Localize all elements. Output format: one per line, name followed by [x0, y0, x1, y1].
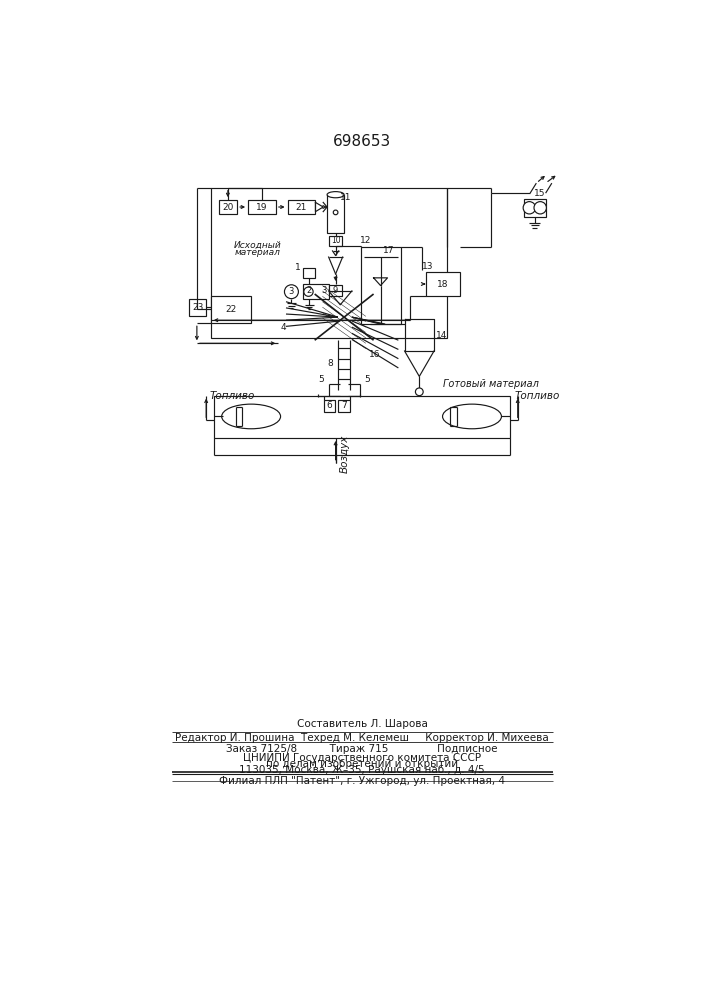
Text: 8: 8	[327, 359, 333, 368]
Text: 3: 3	[321, 286, 327, 295]
Circle shape	[284, 285, 298, 299]
Text: 6: 6	[327, 401, 332, 410]
Text: 1: 1	[295, 263, 300, 272]
Text: 12: 12	[360, 236, 371, 245]
Text: 23: 23	[192, 303, 204, 312]
Ellipse shape	[443, 404, 501, 429]
Text: 16: 16	[369, 350, 381, 359]
Text: 17: 17	[383, 246, 395, 255]
Circle shape	[416, 388, 423, 396]
Ellipse shape	[327, 192, 344, 198]
Bar	[329, 285, 341, 296]
Bar	[524, 199, 546, 217]
Bar	[211, 296, 251, 323]
Text: Топливо: Топливо	[209, 391, 255, 401]
Text: Готовый материал: Готовый материал	[443, 379, 539, 389]
Bar	[303, 268, 315, 278]
Text: 14: 14	[436, 331, 448, 340]
Text: Заказ 7125/8          Тираж 715               Подписное: Заказ 7125/8 Тираж 715 Подписное	[226, 744, 498, 754]
Text: Воздух: Воздух	[339, 434, 349, 473]
Circle shape	[523, 202, 535, 214]
Bar	[338, 400, 351, 412]
Text: 10: 10	[331, 236, 340, 245]
Text: 20: 20	[222, 203, 233, 212]
Text: 9: 9	[333, 286, 338, 295]
Bar	[361, 247, 402, 324]
Bar	[248, 200, 276, 214]
Bar	[426, 272, 460, 296]
Text: Топливо: Топливо	[515, 391, 560, 401]
Text: 4: 4	[281, 323, 286, 332]
Text: Составитель Л. Шарова: Составитель Л. Шарова	[296, 719, 428, 729]
Text: 19: 19	[256, 203, 268, 212]
Text: Филиал ПЛП "Патент", г. Ужгород, ул. Проектная, 4: Филиал ПЛП "Патент", г. Ужгород, ул. Про…	[219, 776, 505, 786]
Circle shape	[534, 202, 547, 214]
Bar	[211, 188, 448, 338]
Bar	[329, 235, 341, 246]
Bar	[288, 200, 315, 214]
Text: 21: 21	[296, 203, 307, 212]
Bar	[324, 400, 335, 412]
Text: 113035, Москва, Ж–35, Раушская наб., д. 4/5: 113035, Москва, Ж–35, Раушская наб., д. …	[239, 765, 485, 775]
Bar	[189, 299, 206, 316]
Text: по делам изобретений и открытий: по делам изобретений и открытий	[266, 759, 458, 769]
Bar	[214, 396, 510, 438]
Text: 7: 7	[341, 401, 347, 410]
Ellipse shape	[222, 404, 281, 429]
Text: 698653: 698653	[333, 134, 391, 149]
Text: 22: 22	[226, 305, 237, 314]
Circle shape	[333, 210, 338, 215]
Bar	[327, 195, 344, 233]
Text: 5: 5	[318, 375, 324, 384]
Text: 13: 13	[421, 262, 433, 271]
Bar	[303, 284, 329, 299]
Bar	[218, 200, 237, 214]
Text: 15: 15	[534, 189, 545, 198]
Text: 11: 11	[340, 193, 351, 202]
Text: 5: 5	[365, 375, 370, 384]
Text: ЦНИИПИ Государственного комитета СССР: ЦНИИПИ Государственного комитета СССР	[243, 753, 481, 763]
Circle shape	[304, 287, 313, 296]
Text: материал: материал	[235, 248, 280, 257]
Text: 18: 18	[437, 280, 448, 289]
Text: 3: 3	[288, 287, 294, 296]
Text: Редактор И. Прошина  Техред М. Келемеш     Корректор И. Михеева: Редактор И. Прошина Техред М. Келемеш Ко…	[175, 733, 549, 743]
Text: 2: 2	[307, 286, 312, 295]
Text: Исходный: Исходный	[233, 241, 281, 250]
